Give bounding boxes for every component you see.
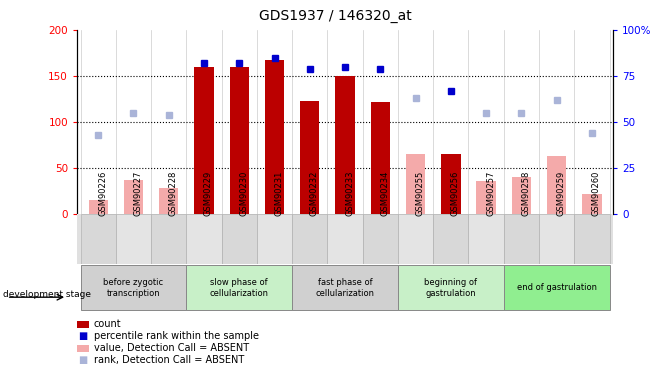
Text: before zygotic
transcription: before zygotic transcription (103, 278, 163, 298)
Bar (151, 214, 186, 264)
Text: slow phase of
cellularization: slow phase of cellularization (210, 278, 269, 298)
Text: GSM90226: GSM90226 (98, 171, 107, 216)
Bar (476, 181, 496, 214)
Text: GSM90256: GSM90256 (451, 171, 460, 216)
Bar (547, 156, 566, 214)
Text: GSM90260: GSM90260 (592, 171, 601, 216)
Text: fast phase of
cellularization: fast phase of cellularization (316, 278, 375, 298)
Text: count: count (94, 320, 121, 329)
Text: ■: ■ (78, 356, 88, 365)
Bar (222, 214, 257, 264)
Bar (433, 214, 468, 264)
Text: beginning of
gastrulation: beginning of gastrulation (424, 278, 477, 298)
Text: GSM90257: GSM90257 (486, 171, 495, 216)
Bar (77, 214, 613, 264)
Bar (371, 102, 390, 214)
FancyBboxPatch shape (504, 266, 610, 310)
Bar (512, 177, 531, 214)
Text: GSM90234: GSM90234 (381, 171, 389, 216)
Bar (328, 214, 362, 264)
Bar (574, 214, 610, 264)
Text: GSM90258: GSM90258 (521, 171, 531, 216)
Bar (398, 214, 433, 264)
Text: GSM90229: GSM90229 (204, 171, 213, 216)
Text: GSM90233: GSM90233 (345, 171, 354, 216)
Text: rank, Detection Call = ABSENT: rank, Detection Call = ABSENT (94, 356, 244, 365)
FancyBboxPatch shape (80, 266, 186, 310)
Text: GDS1937 / 146320_at: GDS1937 / 146320_at (259, 9, 411, 23)
Bar (292, 214, 328, 264)
Bar (80, 214, 116, 264)
Text: development stage: development stage (3, 290, 91, 299)
Text: GSM90231: GSM90231 (275, 171, 283, 216)
Bar (186, 214, 222, 264)
Bar (406, 154, 425, 214)
Bar (88, 200, 108, 214)
Text: end of gastrulation: end of gastrulation (517, 284, 596, 292)
Bar (230, 67, 249, 214)
Bar (257, 214, 292, 264)
Bar (504, 214, 539, 264)
Text: GSM90259: GSM90259 (557, 171, 565, 216)
Bar (468, 214, 504, 264)
Text: GSM90228: GSM90228 (169, 171, 178, 216)
FancyBboxPatch shape (398, 266, 504, 310)
Bar (300, 101, 320, 214)
FancyBboxPatch shape (186, 266, 292, 310)
Bar (265, 60, 284, 214)
Bar (159, 188, 178, 214)
Bar (441, 154, 460, 214)
Bar (116, 214, 151, 264)
Text: GSM90255: GSM90255 (415, 171, 425, 216)
Bar (582, 194, 602, 214)
Text: GSM90230: GSM90230 (239, 171, 249, 216)
Text: percentile rank within the sample: percentile rank within the sample (94, 332, 259, 341)
Text: ■: ■ (78, 332, 88, 341)
Bar (362, 214, 398, 264)
Bar (539, 214, 574, 264)
Bar (336, 76, 354, 214)
Bar (194, 67, 214, 214)
Bar (124, 180, 143, 214)
Text: GSM90227: GSM90227 (133, 171, 143, 216)
Text: value, Detection Call = ABSENT: value, Detection Call = ABSENT (94, 344, 249, 353)
FancyBboxPatch shape (292, 266, 398, 310)
Text: GSM90232: GSM90232 (310, 171, 319, 216)
